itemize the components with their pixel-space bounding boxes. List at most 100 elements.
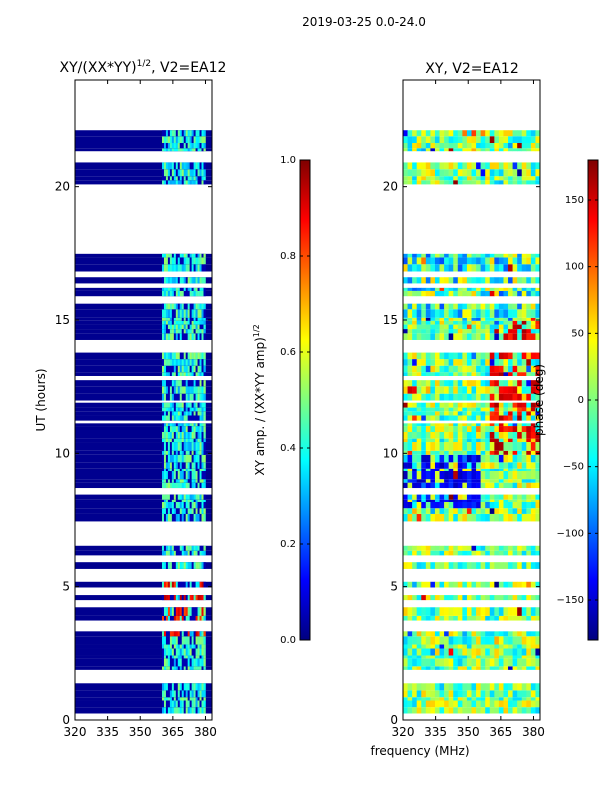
right-heatmap-cell <box>521 607 527 616</box>
left-heatmap-cell <box>199 317 202 321</box>
right-heatmap-cell <box>430 423 436 427</box>
right-heatmap-cell <box>512 143 518 149</box>
right-heatmap-cell <box>457 287 463 291</box>
left-heatmap-cell <box>163 615 167 621</box>
right-heatmap-cell <box>480 176 486 181</box>
right-heatmap-cell <box>462 690 468 698</box>
right-heatmap-cell <box>412 479 417 483</box>
right-heatmap-cell <box>485 644 491 649</box>
right-heatmap-cell <box>439 432 445 439</box>
left-heatmap-cell <box>191 423 194 427</box>
left-heatmap-cell <box>199 454 202 463</box>
right-heatmap-cell <box>421 513 427 522</box>
left-heatmap-cell <box>183 501 187 509</box>
left-heatmap-cell <box>189 482 192 489</box>
left-heatmap-cell <box>175 130 179 137</box>
right-heatmap-cell <box>403 264 408 272</box>
right-heatmap-cell <box>476 333 481 340</box>
right-heatmap-cell <box>526 148 532 152</box>
right-heatmap-cell <box>453 442 459 451</box>
right-heatmap-cell <box>439 508 445 514</box>
left-heatmap-cell <box>197 581 200 588</box>
left-heatmap-cell <box>161 655 165 659</box>
left-heatmap-cell <box>203 143 206 149</box>
left-heatmap-cell <box>199 162 202 170</box>
right-heatmap-cell <box>530 581 536 588</box>
left-heatmap-cell <box>161 438 165 443</box>
left-heatmap-cell <box>173 148 177 152</box>
left-heatmap-cell <box>173 162 177 170</box>
left-heatmap-cell <box>183 333 187 340</box>
right-heatmap-cell <box>407 690 413 698</box>
right-heatmap-cell <box>444 545 449 551</box>
left-heatmap-cell <box>161 494 165 500</box>
left-heatmap-cell <box>161 402 165 408</box>
right-heatmap-cell <box>434 372 440 376</box>
left-heatmap-cell <box>167 303 171 310</box>
right-heatmap-cell <box>526 365 532 373</box>
right-heatmap-cell <box>416 329 422 334</box>
right-heatmap-cell <box>485 707 491 714</box>
left-heatmap-cell <box>161 482 165 489</box>
right-heatmap-cell <box>521 545 527 551</box>
left-heatmap-cell <box>169 303 173 310</box>
right-heatmap-cell <box>439 253 445 258</box>
right-heatmap-cell <box>421 631 427 637</box>
right-heatmap-cell <box>485 372 491 376</box>
left-heatmap-cell <box>175 426 179 433</box>
right-heatmap-cell <box>535 683 541 691</box>
right-heatmap-cell <box>444 494 449 500</box>
right-heatmap-cell <box>466 333 472 340</box>
right-heatmap-cell <box>434 690 440 698</box>
right-heatmap-cell <box>485 562 491 569</box>
right-heatmap-cell <box>430 683 436 691</box>
right-heatmap-cell <box>535 130 541 137</box>
left-heatmap-cell <box>189 423 192 427</box>
left-heatmap-cell <box>163 359 167 366</box>
right-heatmap-cell <box>517 380 523 387</box>
right-heatmap-cell <box>485 454 491 463</box>
right-heatmap-cell <box>517 615 523 621</box>
right-heatmap-cell <box>489 697 495 701</box>
left-heatmap-cell <box>191 148 194 152</box>
left-heatmap-cell <box>167 494 171 500</box>
left-heatmap-cell <box>175 438 179 443</box>
left-heatmap-cell <box>171 333 175 340</box>
right-heatmap-cell <box>434 683 440 691</box>
left-heatmap-cell <box>169 508 173 514</box>
left-heatmap-cell <box>193 386 196 394</box>
right-heatmap-cell <box>521 454 527 463</box>
left-heatmap-cell <box>191 415 194 421</box>
right-heatmap-cell <box>494 631 500 637</box>
right-heatmap-cell <box>489 277 495 284</box>
right-heatmap-cell <box>466 450 472 455</box>
left-heatmap-cell <box>177 499 181 502</box>
left-heatmap-cell <box>183 707 187 714</box>
left-heatmap-cell <box>169 697 173 701</box>
right-heatmap-cell <box>485 162 491 170</box>
right-heatmap-cell <box>421 545 427 551</box>
left-heatmap-cell <box>203 644 206 649</box>
left-heatmap-cell <box>199 615 202 621</box>
right-heatmap-cell <box>512 482 518 489</box>
left-heatmap-cell <box>187 143 190 149</box>
left-heatmap-cell <box>179 690 183 698</box>
left-heatmap-cell <box>185 499 188 502</box>
left-heatmap-cell <box>201 407 204 412</box>
left-heatmap-cell <box>175 690 179 698</box>
right-heatmap-cell <box>412 700 417 708</box>
left-heatmap-cell <box>183 636 187 645</box>
right-heatmap-cell <box>416 470 422 480</box>
right-heatmap-cell <box>439 130 445 137</box>
right-heatmap-cell <box>530 438 536 443</box>
right-heatmap-cell <box>485 386 491 394</box>
left-heatmap-cell <box>177 494 181 500</box>
left-heatmap-cell <box>181 320 185 325</box>
right-heatmap-cell <box>480 290 486 297</box>
left-heatmap-cell <box>161 707 165 714</box>
left-heatmap-cell <box>185 407 188 412</box>
right-heatmap-cell <box>425 700 431 708</box>
left-heatmap-cell <box>167 407 171 412</box>
right-heatmap-cell <box>498 615 504 621</box>
